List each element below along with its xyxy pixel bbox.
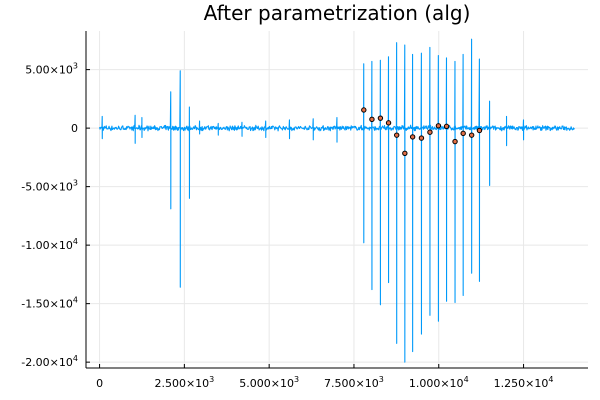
x-tick-label: 1.250×104 bbox=[494, 375, 554, 390]
x-tick-label: 7.500×103 bbox=[324, 375, 384, 390]
grid bbox=[86, 31, 588, 368]
scatter-point bbox=[409, 134, 416, 140]
chart-title: After parametrization (alg) bbox=[204, 1, 471, 25]
y-tick-label: -2.00×104 bbox=[21, 354, 78, 369]
scatter-point bbox=[393, 132, 400, 138]
scatter-point bbox=[402, 150, 408, 156]
scatter-point bbox=[427, 129, 433, 135]
scatter-point bbox=[443, 123, 450, 130]
scatter-point bbox=[361, 107, 367, 113]
scatter-point bbox=[385, 120, 392, 126]
y-tick-label: 0 bbox=[71, 122, 78, 135]
y-tick-label: -1.00×104 bbox=[21, 237, 78, 252]
scatter-point bbox=[460, 130, 466, 137]
x-tick-label: 5.000×103 bbox=[239, 375, 299, 390]
y-tick-label: -5.00×103 bbox=[21, 179, 78, 194]
scatter-point bbox=[452, 138, 458, 145]
y-tick-label: 5.00×103 bbox=[25, 62, 78, 77]
scatter-point bbox=[377, 115, 384, 121]
scatter-point bbox=[476, 127, 483, 134]
series-line bbox=[99, 38, 575, 363]
x-tick-label: 1.000×104 bbox=[409, 375, 469, 390]
scatter-point bbox=[418, 135, 425, 141]
scatter-point bbox=[468, 132, 475, 138]
axes: 0 2.500×103 5.000×103 7.500×103 1.000×104 1.2… bbox=[21, 31, 588, 390]
x-tick-label: 2.500×103 bbox=[154, 375, 214, 390]
y-tick-label: -1.50×104 bbox=[21, 296, 78, 311]
scatter-point bbox=[369, 116, 375, 123]
scatter-point bbox=[435, 123, 442, 129]
x-tick-label: 0 bbox=[96, 377, 103, 390]
plot-area bbox=[99, 38, 575, 363]
